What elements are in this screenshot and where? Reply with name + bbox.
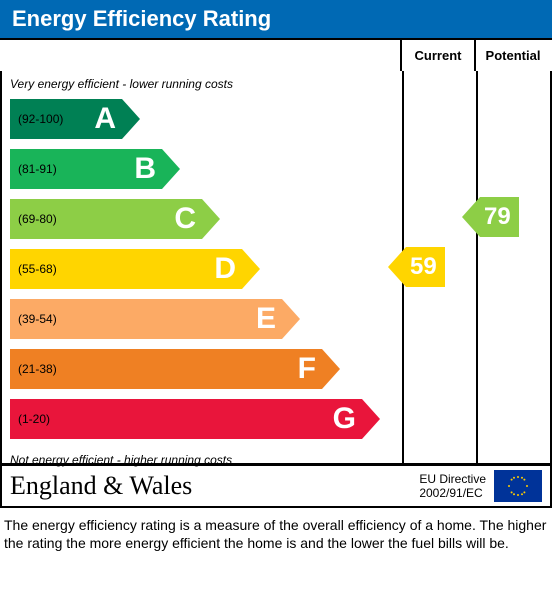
band-range: (92-100) [10, 112, 63, 126]
band-range: (39-54) [10, 312, 57, 326]
chevron-right-icon [122, 99, 140, 139]
description-text: The energy efficiency rating is a measur… [0, 508, 552, 560]
bands-column: Very energy efficient - lower running co… [2, 71, 404, 463]
eu-flag-icon [494, 470, 542, 502]
header-chart-cell [0, 40, 402, 71]
chevron-right-icon [162, 149, 180, 189]
band-row-b: (81-91) B [2, 147, 402, 191]
band-bar: (55-68) D [10, 249, 242, 289]
band-range: (55-68) [10, 262, 57, 276]
band-range: (69-80) [10, 212, 57, 226]
potential-pointer-value: 79 [480, 197, 519, 237]
chevron-right-icon [322, 349, 340, 389]
current-pointer-value: 59 [406, 247, 445, 287]
directive-line1: EU Directive [419, 472, 486, 486]
region-label: England & Wales [10, 471, 419, 501]
band-row-f: (21-38) F [2, 347, 402, 391]
band-letter: E [256, 302, 276, 336]
footer-row: England & Wales EU Directive 2002/91/EC [0, 465, 552, 508]
band-letter: F [298, 352, 316, 386]
current-column: 59 [404, 71, 478, 463]
band-letter: A [94, 102, 116, 136]
directive-block: EU Directive 2002/91/EC [419, 472, 486, 501]
directive-line2: 2002/91/EC [419, 486, 486, 500]
band-range: (81-91) [10, 162, 57, 176]
band-letter: G [333, 402, 356, 436]
chevron-right-icon [242, 249, 260, 289]
header-current: Current [402, 40, 476, 71]
band-letter: C [174, 202, 196, 236]
band-row-e: (39-54) E [2, 297, 402, 341]
band-row-c: (69-80) C [2, 197, 402, 241]
chevron-left-icon [388, 247, 406, 287]
header-potential: Potential [476, 40, 550, 71]
chart-title: Energy Efficiency Rating [0, 0, 552, 38]
band-bar: (92-100) A [10, 99, 122, 139]
band-bar: (1-20) G [10, 399, 362, 439]
main-table: Very energy efficient - lower running co… [0, 71, 552, 465]
potential-column: 79 [478, 71, 552, 463]
chevron-left-icon [462, 197, 480, 237]
current-pointer: 59 [388, 247, 445, 287]
header-row: Current Potential [0, 38, 552, 71]
chevron-right-icon [202, 199, 220, 239]
chevron-right-icon [362, 399, 380, 439]
subtitle-top: Very energy efficient - lower running co… [2, 75, 402, 97]
potential-pointer: 79 [462, 197, 519, 237]
band-bar: (69-80) C [10, 199, 202, 239]
chevron-right-icon [282, 299, 300, 339]
band-row-g: (1-20) G [2, 397, 402, 441]
band-row-d: (55-68) D [2, 247, 402, 291]
band-range: (1-20) [10, 412, 50, 426]
subtitle-bottom: Not energy efficient - higher running co… [2, 447, 402, 469]
band-range: (21-38) [10, 362, 57, 376]
band-bar: (81-91) B [10, 149, 162, 189]
band-letter: B [134, 152, 156, 186]
band-letter: D [214, 252, 236, 286]
epc-chart: Energy Efficiency Rating Current Potenti… [0, 0, 552, 560]
band-row-a: (92-100) A [2, 97, 402, 141]
band-bar: (21-38) F [10, 349, 322, 389]
band-bar: (39-54) E [10, 299, 282, 339]
